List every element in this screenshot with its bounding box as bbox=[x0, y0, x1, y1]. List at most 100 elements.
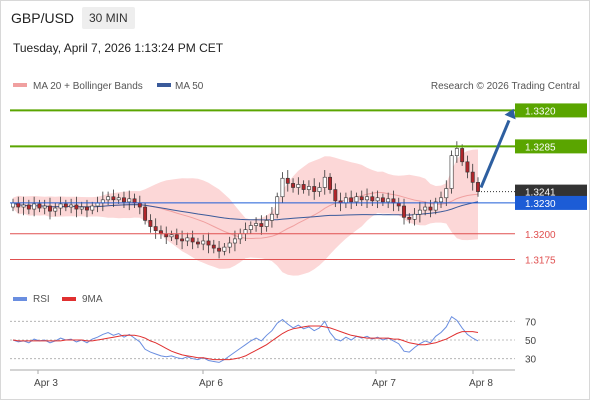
candle bbox=[359, 190, 364, 206]
rsi-tick-label: 30 bbox=[525, 355, 537, 366]
candle bbox=[122, 191, 126, 209]
candle bbox=[439, 191, 443, 209]
candle bbox=[444, 180, 449, 206]
x-tick-label: Apr 6 bbox=[199, 378, 223, 389]
rsi-tick-label: 70 bbox=[525, 317, 537, 328]
candle bbox=[169, 230, 174, 241]
candle bbox=[269, 207, 274, 228]
x-tick-label: Apr 3 bbox=[34, 378, 58, 389]
forecast-arrow bbox=[479, 108, 516, 189]
level-label: 1.3320 bbox=[525, 106, 556, 117]
rsi-line bbox=[12, 315, 479, 363]
candle bbox=[211, 239, 216, 254]
candle bbox=[90, 201, 95, 215]
level-label: 1.3230 bbox=[525, 199, 556, 210]
level-support-1.3175: 1.3175 bbox=[10, 255, 556, 266]
candle bbox=[291, 178, 295, 193]
rsi-tick-label: 50 bbox=[525, 336, 537, 347]
level-label: 1.3285 bbox=[525, 142, 556, 153]
candle bbox=[174, 228, 179, 246]
candle bbox=[433, 197, 438, 215]
candle bbox=[465, 155, 470, 179]
candle bbox=[280, 172, 285, 203]
candle bbox=[21, 196, 26, 216]
candle bbox=[417, 201, 422, 223]
candle bbox=[407, 213, 412, 224]
candle bbox=[328, 173, 332, 194]
copyright-label: Research © 2026 Trading Central bbox=[431, 81, 580, 92]
ma20-legend-swatch bbox=[13, 83, 27, 87]
candle bbox=[196, 237, 200, 249]
timeframe-badge[interactable]: 30 MIN bbox=[82, 7, 135, 29]
candle bbox=[322, 170, 327, 195]
candle bbox=[449, 150, 454, 194]
candle bbox=[116, 193, 121, 204]
candle bbox=[380, 193, 385, 206]
level-current-1.3241: 1.3241 bbox=[478, 184, 587, 199]
ma50-legend-label: MA 50 bbox=[175, 81, 204, 92]
bollinger-band bbox=[13, 149, 478, 276]
candle bbox=[222, 243, 227, 256]
candle bbox=[201, 234, 206, 251]
candle bbox=[74, 196, 79, 218]
candle bbox=[354, 192, 359, 206]
level-pivot-1.3230: 1.3230 bbox=[10, 195, 587, 210]
candle bbox=[349, 190, 354, 210]
rsi-ma-line bbox=[12, 325, 479, 361]
candle bbox=[227, 236, 232, 254]
candle bbox=[370, 191, 375, 206]
candle bbox=[264, 215, 269, 232]
candle bbox=[37, 199, 42, 213]
level-label: 1.3241 bbox=[525, 188, 556, 199]
symbol-title: GBP/USD bbox=[11, 10, 75, 26]
candle bbox=[206, 232, 211, 254]
candle bbox=[79, 201, 84, 215]
candle bbox=[185, 232, 190, 247]
x-tick-label: Apr 7 bbox=[372, 378, 396, 389]
candle bbox=[386, 192, 391, 209]
candle bbox=[423, 201, 428, 216]
candle bbox=[365, 188, 369, 209]
x-tick-label: Apr 8 bbox=[469, 378, 493, 389]
candle bbox=[143, 202, 148, 225]
candle bbox=[248, 221, 253, 234]
candle bbox=[306, 180, 311, 196]
level-label: 1.3200 bbox=[525, 230, 556, 241]
candle bbox=[63, 199, 68, 212]
candle bbox=[301, 180, 306, 194]
level-resistance-1.3320: 1.3320 bbox=[10, 103, 587, 118]
candle bbox=[53, 202, 58, 217]
candle bbox=[42, 199, 47, 215]
rsi-ma-legend-label: 9MA bbox=[82, 294, 103, 305]
ma20-legend-label: MA 20 + Bollinger Bands bbox=[33, 81, 143, 92]
candle bbox=[148, 214, 153, 233]
rsi-legend-label: RSI bbox=[33, 294, 50, 305]
candle bbox=[317, 182, 322, 197]
level-support-1.3200: 1.3200 bbox=[10, 230, 556, 241]
candle bbox=[32, 196, 37, 217]
candle bbox=[127, 190, 132, 211]
candle bbox=[470, 163, 475, 191]
rsi-ma-legend-swatch bbox=[62, 297, 76, 301]
datetime-label: Tuesday, April 7, 2026 1:13:24 PM CET bbox=[13, 41, 224, 55]
candle bbox=[69, 198, 74, 214]
candle bbox=[412, 208, 417, 226]
candle bbox=[285, 170, 290, 192]
level-label: 1.3175 bbox=[525, 255, 556, 266]
candle bbox=[454, 141, 459, 163]
candle bbox=[58, 196, 63, 216]
ma50-legend-swatch bbox=[157, 83, 171, 87]
candle bbox=[26, 199, 31, 215]
rsi-legend-swatch bbox=[13, 297, 27, 301]
candle bbox=[375, 190, 380, 209]
level-resistance-1.3285: 1.3285 bbox=[10, 139, 587, 154]
candle bbox=[275, 192, 280, 219]
candle bbox=[217, 240, 222, 259]
candle bbox=[153, 218, 158, 239]
candle bbox=[48, 197, 52, 220]
candle bbox=[259, 215, 264, 235]
candle bbox=[254, 217, 259, 232]
candle bbox=[296, 177, 301, 195]
candle bbox=[312, 178, 317, 200]
